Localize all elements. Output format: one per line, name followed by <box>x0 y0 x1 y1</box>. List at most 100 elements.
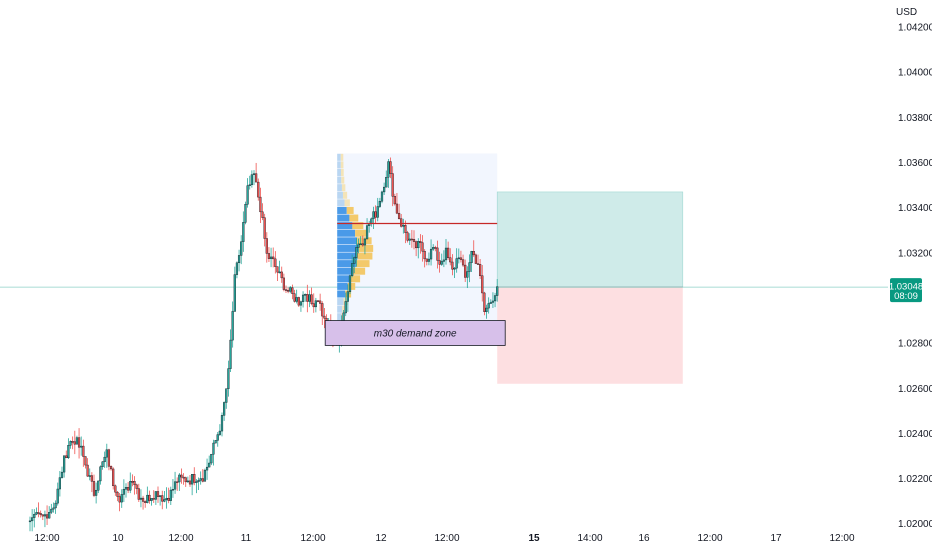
candle-body <box>33 513 36 518</box>
candle-body <box>402 225 405 227</box>
last-price-value: 1.03048 <box>889 282 923 293</box>
candle-body <box>287 289 290 292</box>
time-tick-label: 17 <box>770 533 782 544</box>
candles-layer <box>28 157 499 532</box>
candle-body <box>63 455 66 473</box>
profile-row-up <box>337 267 354 275</box>
candle-body <box>244 204 247 223</box>
time-axis[interactable]: 12:00 10 12:00 11 12:00 12 12:00 15 14:00 16 12:00… <box>34 533 854 544</box>
profile-row-up <box>337 191 343 199</box>
candle-body <box>67 445 70 459</box>
candle-body <box>365 225 369 240</box>
candle-body <box>95 490 98 496</box>
candle-body <box>474 254 477 264</box>
candle-body <box>223 402 226 416</box>
candle-body <box>135 484 138 489</box>
price-tick-label: 1.04000 <box>898 68 932 79</box>
candle-body <box>406 232 409 241</box>
time-tick-label: 15 <box>528 533 540 544</box>
profile-row-up <box>337 161 341 169</box>
candle-body <box>357 243 360 248</box>
candle-body <box>395 203 399 214</box>
candle-body <box>370 218 373 224</box>
candle-body <box>191 474 194 485</box>
candle-body <box>97 480 100 491</box>
price-tick-label: 1.02400 <box>898 429 932 440</box>
candle-body <box>346 291 349 302</box>
candle-body <box>314 300 317 308</box>
candle-body <box>291 287 294 294</box>
candle-body <box>122 489 125 495</box>
candle-body <box>88 475 91 477</box>
candle-body <box>86 464 89 477</box>
candle-body <box>451 261 454 270</box>
candle-body <box>295 297 298 302</box>
candle-body <box>116 491 119 497</box>
candle-body <box>404 225 407 233</box>
candle-body <box>233 274 236 312</box>
candle-body <box>483 292 486 312</box>
candle-body <box>141 497 145 502</box>
candle-body <box>37 512 40 514</box>
candle-body <box>54 502 57 509</box>
candle-body <box>261 211 264 218</box>
candle-body <box>361 243 364 246</box>
price-tick-label: 1.02600 <box>898 384 932 395</box>
price-tick-label: 1.02800 <box>898 339 932 350</box>
candle-body <box>257 181 260 198</box>
candle-body <box>415 241 418 249</box>
candle-body <box>481 275 484 294</box>
candle-body <box>250 174 253 186</box>
candle-body <box>129 481 132 491</box>
time-tick-label: 12:00 <box>300 533 325 544</box>
candle-body <box>493 295 497 302</box>
candle-body <box>470 251 473 263</box>
target-zone <box>496 191 684 288</box>
candle-body <box>284 289 288 291</box>
candle-body <box>383 186 386 193</box>
candle-body <box>199 478 202 481</box>
profile-row-up <box>337 199 345 207</box>
profile-row-down <box>353 267 366 275</box>
profile-row-down <box>340 153 344 161</box>
candle-body <box>203 469 207 482</box>
candle-body <box>278 271 281 274</box>
candle-body <box>464 264 467 278</box>
profile-row-up <box>337 153 341 161</box>
profile-row-up <box>337 214 350 222</box>
time-tick-label: 12:00 <box>168 533 193 544</box>
profile-row-down <box>358 244 374 252</box>
candle-body <box>80 445 83 448</box>
price-axis[interactable]: USD 1.04200 1.04000 1.03800 1.03600 1.03400 1.… <box>896 7 932 530</box>
candle-body <box>468 262 471 272</box>
candle-body <box>90 475 93 482</box>
candle-body <box>455 258 458 269</box>
candle-body <box>139 497 143 500</box>
profile-row-down <box>342 191 348 199</box>
profile-row-up <box>337 168 341 176</box>
candle-body <box>385 176 388 188</box>
time-tick-label: 12 <box>375 533 387 544</box>
candle-body <box>216 434 219 441</box>
candle-body <box>229 339 232 369</box>
candle-body <box>297 297 300 306</box>
candle-body <box>84 456 87 466</box>
candle-body <box>301 294 305 302</box>
price-tick-label: 1.03400 <box>898 203 932 214</box>
candle-body <box>56 488 59 504</box>
candle-body <box>442 259 445 262</box>
bar-countdown: 08:09 <box>894 291 918 302</box>
annotations-layer: m30 demand zone <box>324 222 506 346</box>
candle-body <box>60 471 64 478</box>
candle-body <box>316 300 320 302</box>
time-tick-label: 12:00 <box>34 533 59 544</box>
candle-body <box>120 494 123 503</box>
candle-body <box>376 206 379 218</box>
candle-body <box>133 481 136 486</box>
profile-row-down <box>341 184 346 192</box>
candle-body <box>99 466 102 482</box>
candle-body <box>423 250 426 260</box>
candle-body <box>410 238 413 241</box>
